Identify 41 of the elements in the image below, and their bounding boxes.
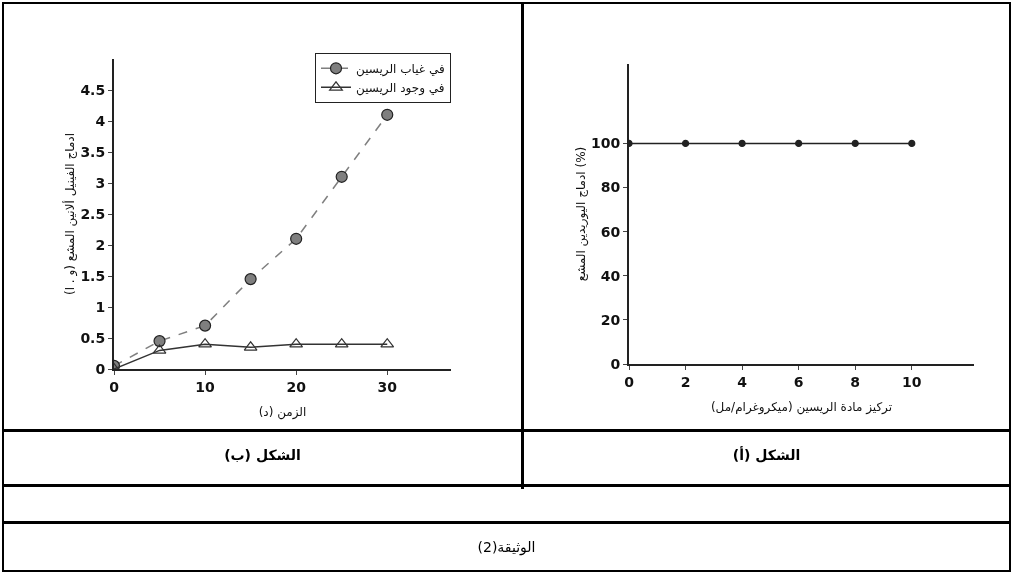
x-tick-label: 10 bbox=[195, 378, 216, 395]
y-tick-label: 20 bbox=[600, 311, 621, 328]
y-tick-label: 0.5 bbox=[80, 329, 106, 346]
x-tick-label: 2 bbox=[680, 373, 691, 390]
x-tick-label: 6 bbox=[793, 373, 804, 390]
y-tick-label: 4 bbox=[95, 112, 106, 129]
text: الشكل (ب) bbox=[223, 447, 302, 463]
x-tick-label: 20 bbox=[286, 378, 307, 395]
point bbox=[153, 335, 166, 348]
text: الوثيقة(2) bbox=[476, 539, 537, 555]
x-tick-label: 30 bbox=[377, 378, 398, 395]
legend-label: في وجود الريسين bbox=[356, 80, 445, 96]
x-axis-title: تركيز مادة الريسين (ميكروغرام/مل) bbox=[710, 400, 893, 415]
y-tick-label: 1.5 bbox=[80, 267, 106, 284]
x-axis-title: الزمن (د) bbox=[258, 405, 307, 420]
point bbox=[244, 273, 257, 286]
x-tick-label: 0 bbox=[624, 373, 635, 390]
y-tick-label: 0 bbox=[95, 360, 106, 377]
legend-label: في غياب الريسين bbox=[356, 61, 445, 77]
point bbox=[381, 108, 394, 121]
y-tick-label: 1 bbox=[95, 298, 106, 315]
x-tick-label: 0 bbox=[109, 378, 120, 395]
y-tick-label: 40 bbox=[600, 267, 621, 284]
y-tick-label: 80 bbox=[600, 179, 621, 196]
y-tick-label: 0 bbox=[610, 355, 621, 372]
x-tick-label: 4 bbox=[737, 373, 748, 390]
text: الشكل (أ) bbox=[731, 447, 802, 463]
y-axis-title: ادماج اليوريدين المشع (%) bbox=[573, 146, 589, 282]
point bbox=[335, 170, 348, 183]
y-axis-title: ادماج الفينيل ألانين المشع (و . ا) bbox=[62, 132, 79, 296]
x-tick-label: 8 bbox=[850, 373, 861, 390]
point bbox=[290, 232, 303, 245]
y-tick-label: 2 bbox=[95, 236, 106, 253]
y-tick-label: 3.5 bbox=[80, 143, 106, 160]
y-tick-label: 3 bbox=[95, 174, 106, 191]
x-tick-label: 10 bbox=[902, 373, 922, 390]
y-tick-label: 100 bbox=[590, 135, 621, 152]
point bbox=[198, 319, 212, 332]
y-tick-label: 2.5 bbox=[80, 205, 106, 222]
y-tick-label: 60 bbox=[600, 223, 621, 240]
y-tick-label: 4.5 bbox=[80, 81, 106, 98]
